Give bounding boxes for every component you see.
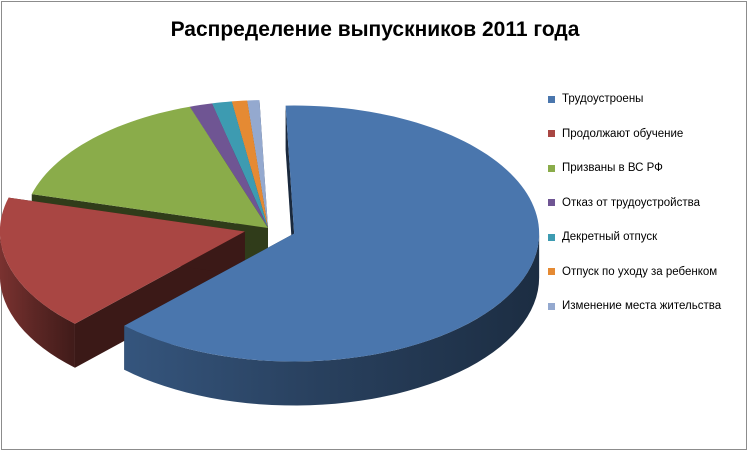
legend-item-1: Продолжают обучение [548,117,748,152]
pie-slice-4 [212,101,268,228]
legend-label-3: Отказ от трудоустройства [562,196,700,209]
legend-item-2: Призваны в ВС РФ [548,151,748,186]
legend-item-5: Отпуск по уходу за ребенком [548,255,748,290]
pie-slice-0-wall [124,233,540,406]
legend-label-1: Продолжают обучение [562,127,684,140]
pie-slice-2 [31,106,268,228]
legend-label-5: Отпуск по уходу за ребенком [562,265,718,278]
chart-title: Распределение выпускников 2011 года [170,18,580,41]
legend-label-4: Декретный отпуск [562,231,658,244]
pie-slice-1-wall [0,234,75,368]
pie-slice-1 [0,197,245,324]
pie-slice-0-edge-0 [285,105,295,278]
legend-swatch-0 [548,95,555,103]
legend: Трудоустроены Продолжают обучение Призваны… [548,82,748,324]
legend-item-6: Изменение места жительства [548,289,748,324]
legend-label-6: Изменение места жительства [562,300,722,313]
pie-slice-3 [189,103,268,228]
pie-slice-0 [124,105,540,362]
legend-swatch-5 [548,268,555,276]
legend-label-2: Призваны в ВС РФ [562,162,663,175]
legend-swatch-2 [548,164,555,172]
legend-item-3: Отказ от трудоустройства [548,186,748,221]
legend-item-4: Декретный отпуск [548,220,748,255]
pie-slice-6 [247,100,268,228]
legend-swatch-1 [548,130,555,138]
legend-swatch-4 [548,233,555,241]
legend-swatch-3 [548,199,555,207]
legend-item-0: Трудоустроены [548,82,748,117]
pie-slice-5 [231,100,268,228]
legend-label-0: Трудоустроены [562,93,644,106]
legend-swatch-6 [548,302,555,310]
